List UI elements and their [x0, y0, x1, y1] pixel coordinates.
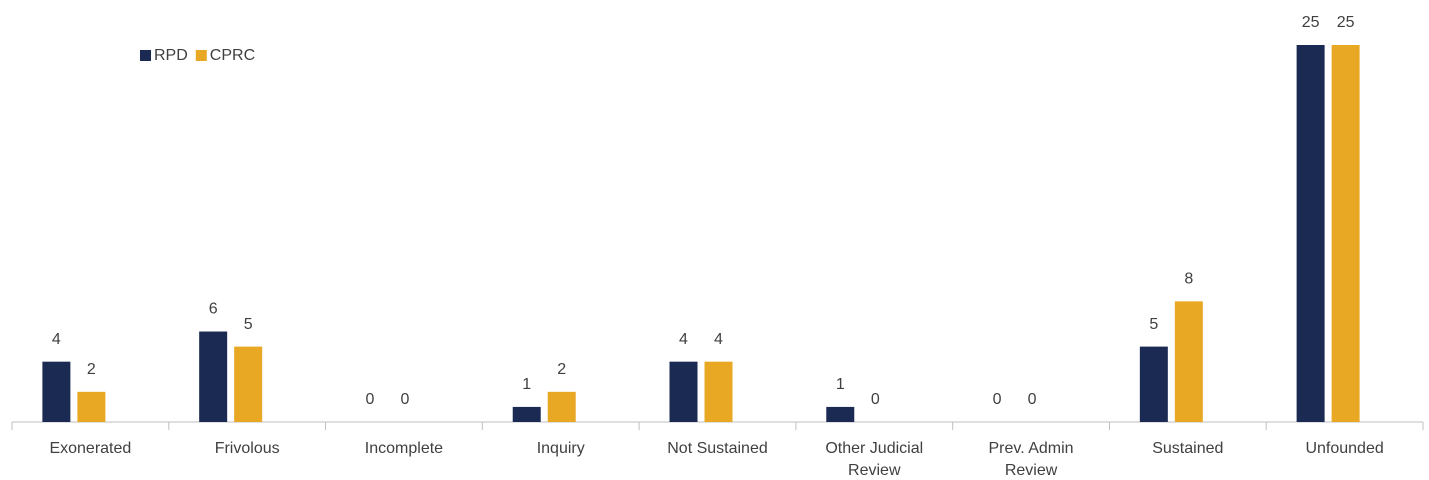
x-tick-label: Other Judicial Review	[825, 440, 924, 479]
bar	[42, 361, 71, 422]
bar	[547, 391, 576, 422]
data-label: 0	[365, 391, 374, 408]
x-tick-label: Prev. Admin Review	[988, 440, 1074, 479]
x-tick-label: Inquiry	[536, 440, 585, 457]
data-label: 6	[209, 301, 218, 318]
data-label: 8	[1184, 271, 1193, 288]
data-label: 2	[557, 361, 566, 378]
legend-label: RPD	[154, 47, 188, 64]
bar	[1174, 301, 1203, 422]
bar	[1139, 346, 1168, 422]
data-label: 1	[522, 376, 531, 393]
data-label: 0	[871, 391, 880, 408]
bar	[512, 406, 541, 422]
bar	[704, 361, 733, 422]
data-label: 5	[1149, 316, 1158, 333]
x-tick-label: Sustained	[1152, 440, 1224, 457]
data-label: 4	[679, 331, 688, 348]
bar	[1331, 45, 1360, 422]
data-label: 4	[714, 331, 723, 348]
x-tick-label: Unfounded	[1305, 440, 1384, 457]
data-label: 1	[836, 376, 845, 393]
bar	[1296, 45, 1325, 422]
bar	[669, 361, 698, 422]
bar	[77, 391, 106, 422]
x-tick-label: Exonerated	[49, 440, 132, 457]
legend-swatch	[140, 50, 151, 61]
data-label: 2	[87, 361, 96, 378]
bar	[826, 406, 855, 422]
data-label: 4	[52, 331, 61, 348]
data-label: 25	[1302, 14, 1320, 31]
x-tick-label: Frivolous	[214, 440, 280, 457]
data-label: 25	[1337, 14, 1355, 31]
x-tick-label: Incomplete	[364, 440, 444, 457]
data-label: 0	[400, 391, 409, 408]
bar	[199, 331, 228, 422]
x-tick-label: Not Sustained	[667, 440, 768, 457]
legend-swatch	[195, 50, 207, 61]
data-label: 0	[1028, 391, 1037, 408]
data-label: 0	[993, 391, 1002, 408]
bar	[234, 346, 263, 422]
legend-label: CPRC	[210, 47, 255, 64]
data-label: 5	[244, 316, 253, 333]
